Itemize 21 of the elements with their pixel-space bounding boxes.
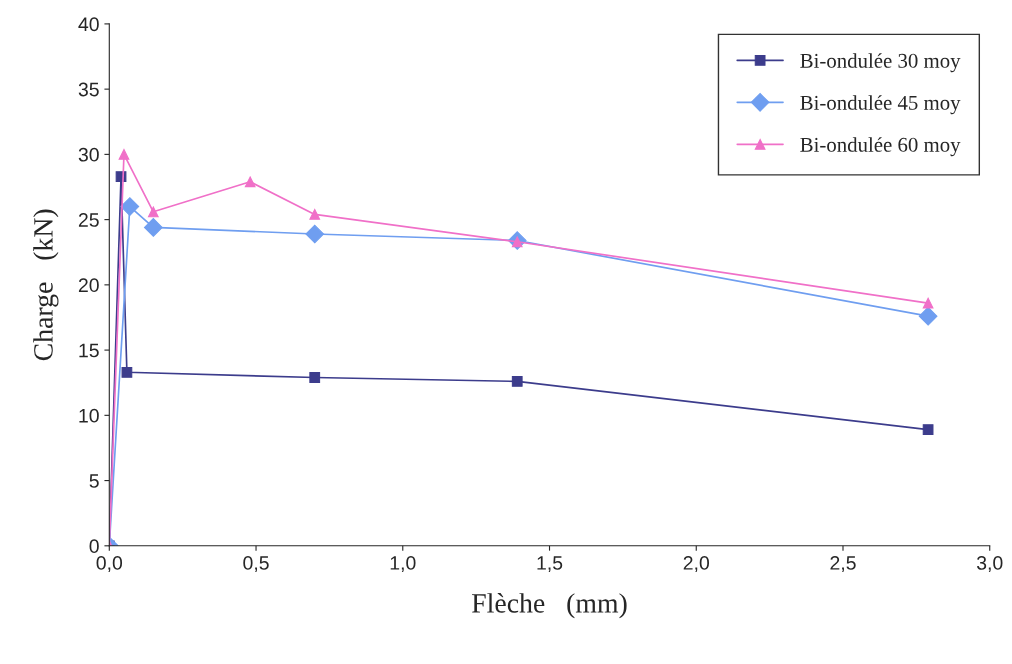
y-tick-label: 30 xyxy=(78,147,99,162)
x-tick-label: 1,5 xyxy=(537,556,563,573)
x-tick-label: 2,0 xyxy=(683,556,710,573)
y-tick-label: 5 xyxy=(89,474,99,488)
x-axis-title: Flèche (mm) xyxy=(472,593,627,619)
y-tick-label: 25 xyxy=(78,213,99,227)
y-tick-label: 0 xyxy=(89,539,99,554)
x-tick-label: 2,5 xyxy=(830,556,856,573)
x-tick-label: 0,0 xyxy=(96,556,123,573)
y-tick-label: 35 xyxy=(78,82,99,97)
x-tick-label: 0,5 xyxy=(243,556,269,573)
x-tick-label: 3,0 xyxy=(976,556,1003,573)
y-tick-label: 40 xyxy=(78,17,99,32)
legend-label: Bi-ondulée 30 moy xyxy=(800,53,961,73)
y-tick-label: 20 xyxy=(78,278,99,293)
y-axis-title: Charge (kN) xyxy=(33,209,59,361)
x-tick-label: 1,0 xyxy=(390,556,416,573)
legend-label: Bi-ondulée 60 moy xyxy=(800,137,961,157)
y-tick-label: 15 xyxy=(79,343,99,358)
legend-label: Bi-ondulée 45 moy xyxy=(800,95,961,115)
y-tick-label: 10 xyxy=(79,408,99,423)
